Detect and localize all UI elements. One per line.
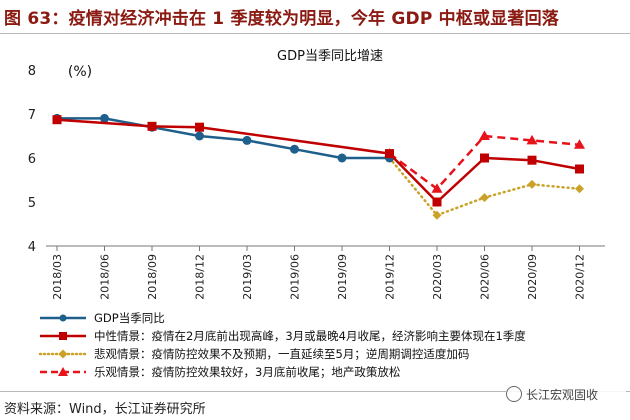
x-tick-label: 2019/12: [384, 254, 397, 300]
x-tick-label: 2018/09: [146, 254, 159, 300]
data-point: [385, 149, 394, 159]
data-point: [527, 179, 537, 189]
legend-swatch-neutral: [40, 332, 86, 340]
legend-item: 悲观情景：疫情防控效果不及预期，一直延续至5月；逆周期调控适度加码: [38, 345, 618, 363]
bottom-divider: [0, 391, 630, 392]
legend-label-actual: GDP当季同比: [94, 311, 165, 325]
x-tick-label: 2018/12: [194, 254, 207, 300]
legend-label-neutral: 中性情景：疫情在2月底前出现高峰，3月或最晚4月收尾，经济影响主要体现在1季度: [94, 329, 526, 343]
x-tick-label: 2019/03: [241, 254, 254, 300]
data-point: [195, 122, 204, 132]
y-tick-label: 5: [28, 196, 36, 211]
x-tick-label: 2018/06: [99, 254, 112, 300]
data-point: [480, 193, 489, 203]
y-tick-label: 8: [28, 64, 36, 79]
data-point: [52, 115, 62, 125]
watermark-text: 长江宏观固收: [526, 387, 599, 402]
legend-label-optimistic: 乐观情景：疫情防控效果较好，3月底前收尾；地产政策放松: [94, 365, 401, 379]
data-point: [147, 121, 157, 131]
series-line: [56, 118, 580, 204]
chart-title: GDP当季同比增速: [277, 49, 383, 64]
x-tick-label: 2019/09: [336, 254, 349, 300]
data-point: [526, 134, 538, 145]
data-point: [479, 130, 490, 140]
data-point: [100, 113, 109, 123]
x-tick-label: 2019/06: [289, 254, 302, 300]
data-point: [527, 155, 537, 165]
x-tick-label: 2018/03: [51, 254, 64, 300]
data-point: [337, 153, 347, 163]
wechat-logo-icon: [506, 386, 522, 402]
data-point: [575, 164, 584, 174]
y-tick-label: 4: [28, 240, 36, 255]
series-line: [57, 117, 390, 160]
y-tick-labels: 4 5 6 7 8: [28, 64, 36, 255]
y-tick-label: 7: [28, 108, 36, 123]
x-tick-label: 2020/06: [479, 254, 492, 300]
data-point: [195, 131, 204, 141]
x-tick-labels: 2018/03 2018/06 2018/09 2018/12 2019/03 2019/…: [51, 246, 587, 300]
watermark: 长江宏观固收: [506, 383, 626, 405]
series-line: [388, 156, 581, 217]
data-point: [242, 135, 252, 145]
data-point: [574, 139, 585, 149]
figure-title: 图 63：疫情对经济冲击在 1 季度较为明显，今年 GDP 中枢或显著回落: [4, 9, 560, 29]
source-note: 资料来源：Wind，长江证券研究所: [4, 402, 206, 417]
x-tick-label: 2020/09: [526, 254, 539, 300]
legend: GDP当季同比 中性情景：疫情在2月底前出现高峰，3月或最晚4月收尾，经济影响主…: [38, 309, 618, 381]
data-point: [432, 210, 442, 220]
y-axis-label: (%): [68, 64, 92, 80]
y-tick-label: 6: [28, 152, 36, 167]
legend-item: 中性情景：疫情在2月底前出现高峰，3月或最晚4月收尾，经济影响主要体现在1季度: [38, 327, 618, 345]
data-point: [431, 183, 443, 193]
data-point: [480, 153, 489, 163]
legend-item: 乐观情景：疫情防控效果较好，3月底前收尾；地产政策放松: [38, 363, 618, 381]
legend-item: GDP当季同比: [38, 309, 618, 327]
data-point: [290, 144, 299, 154]
data-point: [432, 197, 442, 207]
x-tick-label: 2020/03: [431, 254, 444, 300]
data-point: [575, 184, 584, 194]
legend-swatch-actual: [40, 314, 86, 322]
x-tick-label: 2020/12: [574, 254, 587, 300]
title-divider: [0, 33, 630, 34]
legend-swatch-optimistic: [40, 367, 86, 376]
legend-swatch-pessimistic: [38, 349, 88, 359]
series-group: [52, 113, 585, 220]
legend-label-pessimistic: 悲观情景：疫情防控效果不及预期，一直延续至5月；逆周期调控适度加码: [94, 347, 470, 361]
